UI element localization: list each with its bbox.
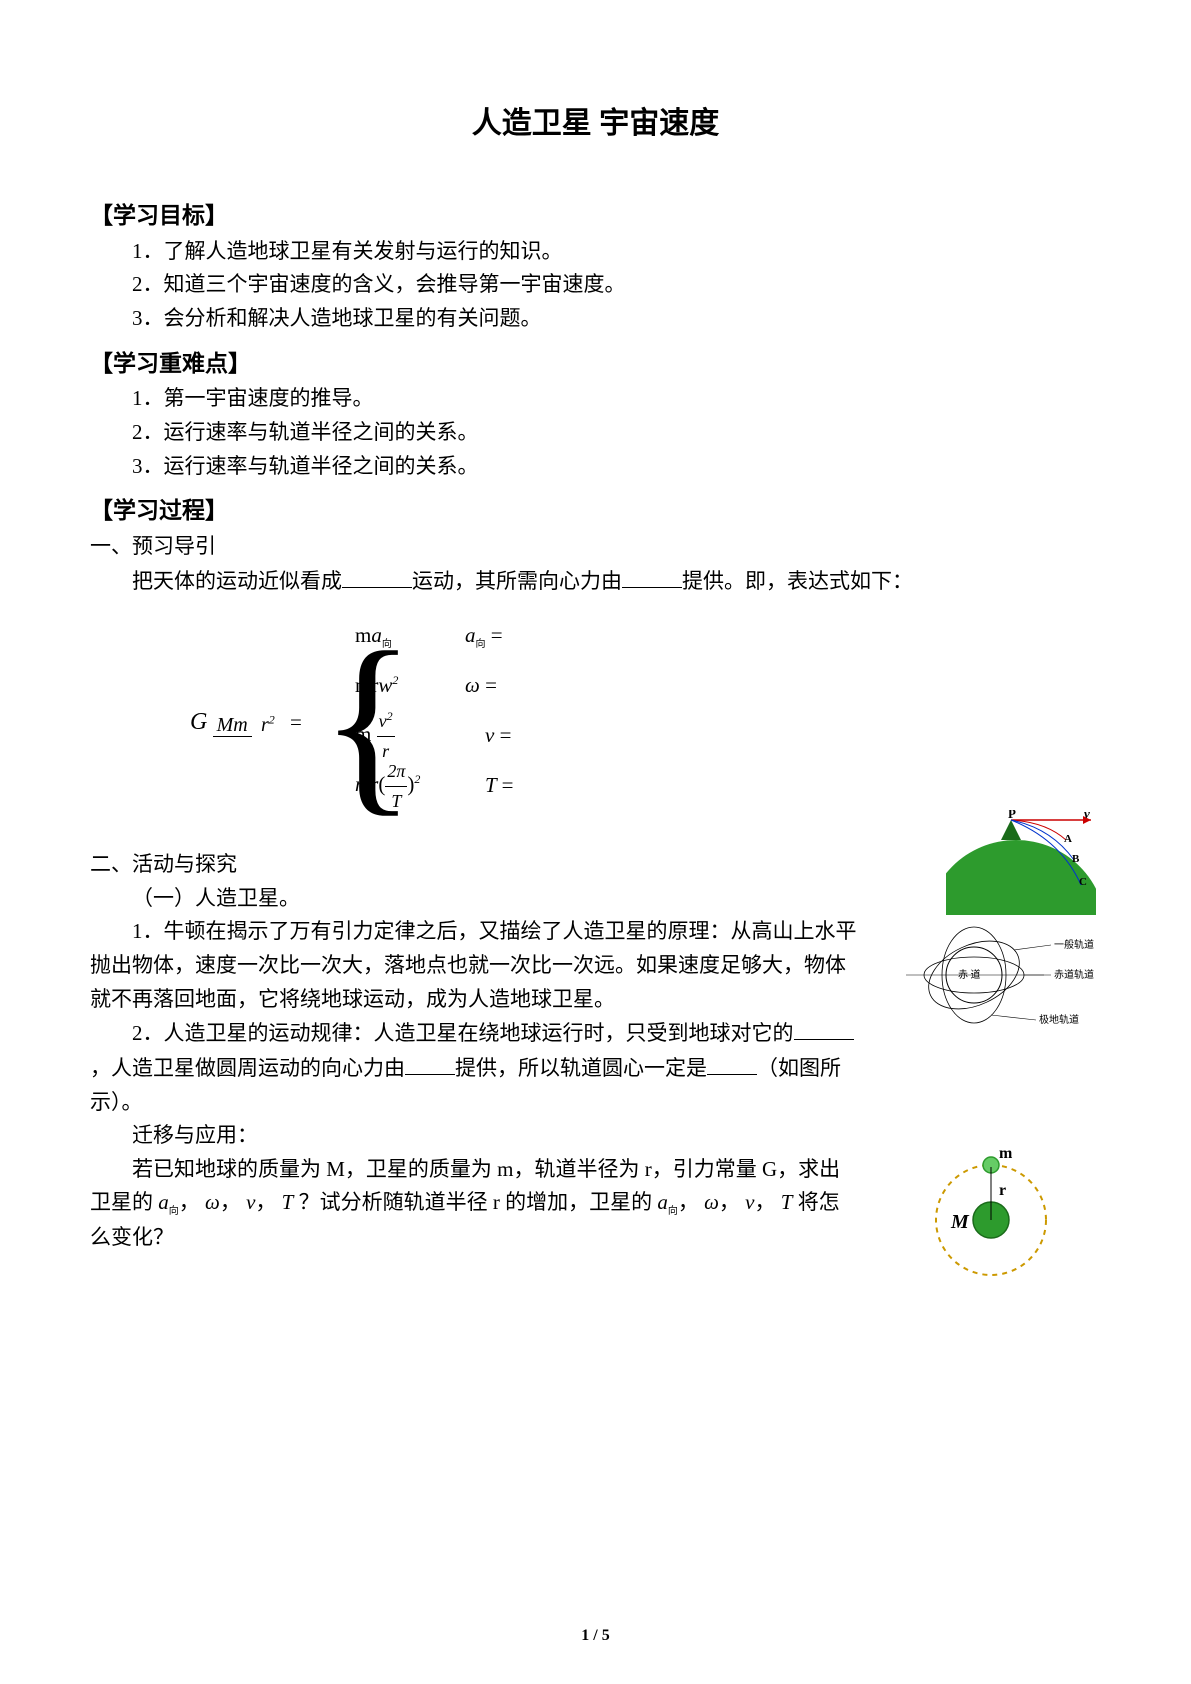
- process-p2: 2．人造卫星的运动规律：人造卫星在绕地球运行时，只受到地球对它的，人造卫星做圆周…: [90, 1016, 860, 1119]
- goals-header: 【【学习目标】学习目标】: [90, 198, 1101, 235]
- process-header: 【学习过程】: [90, 493, 1101, 530]
- process-p1: 1．牛顿在揭示了万有引力定律之后，又描绘了人造卫星的原理：从高山上水平抛出物体，…: [90, 915, 860, 1016]
- fig1-A: A: [1064, 833, 1072, 845]
- fig3-m: m: [999, 1145, 1013, 1162]
- fig3-M: M: [950, 1211, 970, 1233]
- blank-2[interactable]: [622, 564, 682, 588]
- newton-cannon-figure: P v A B C: [946, 810, 1096, 915]
- fig1-B: B: [1072, 853, 1080, 865]
- orbit-diagram: m r M: [921, 1140, 1061, 1280]
- goal-item-1: 1．了解人造地球卫星有关发射与运行的知识。: [132, 235, 1101, 269]
- formula-row-1: ma向 a向 =: [355, 614, 513, 658]
- blank-3[interactable]: [794, 1016, 854, 1040]
- diff-header: 【学习重难点】: [90, 346, 1101, 383]
- fig1-P: P: [1008, 810, 1016, 821]
- fig2-equator: 赤道轨道: [1054, 968, 1094, 981]
- fig2-polar: 极地轨道: [1039, 1013, 1079, 1026]
- formula-rhs: ma向 a向 = mrw2 ω = m v2r v = mr(2πT)2 T =: [355, 608, 513, 814]
- diff-item-3: 3．运行速率与轨道半径之间的关系。: [132, 450, 1101, 484]
- process-sub1: 一、预习导引: [90, 530, 1101, 564]
- blank-4[interactable]: [405, 1051, 455, 1075]
- fig1-C: C: [1079, 876, 1087, 888]
- fig2-equator-inner: 赤 道: [958, 968, 981, 981]
- goal-item-2: 2．知道三个宇宙速度的含义，会推导第一宇宙速度。: [132, 268, 1101, 302]
- formula-row-3: m v2r v =: [355, 714, 513, 758]
- orbit-types-figure: 一般轨道 赤 道 赤道轨道 极地轨道: [896, 920, 1096, 1030]
- formula-row-2: mrw2 ω =: [355, 664, 513, 708]
- fig2-general: 一般轨道: [1054, 938, 1094, 951]
- fig1-v: v: [1084, 810, 1090, 821]
- blank-1[interactable]: [342, 564, 412, 588]
- formula-row-4: mr(2πT)2 T =: [355, 764, 513, 808]
- fig3-r: r: [999, 1182, 1006, 1199]
- process-p3: 迁移与应用：: [132, 1119, 860, 1153]
- diff-item-2: 2．运行速率与轨道半径之间的关系。: [132, 416, 1101, 450]
- process-p4: 若已知地球的质量为 M，卫星的质量为 m，轨道半径为 r，引力常量 G，求出卫星…: [90, 1153, 860, 1254]
- page-number: 1 / 5: [0, 1623, 1191, 1649]
- formula-block: G Mm r2 = { ma向 a向 = mrw2 ω = m v2r v = …: [190, 608, 1101, 838]
- page-title: 人造卫星 宇宙速度: [90, 100, 1101, 148]
- goal-item-3: 3．会分析和解决人造地球卫星的有关问题。: [132, 302, 1101, 336]
- process-t1: 把天体的运动近似看成运动，其所需向心力由提供。即，表达式如下：: [132, 564, 1101, 599]
- diff-item-1: 1．第一宇宙速度的推导。: [132, 382, 1101, 416]
- blank-5[interactable]: [707, 1051, 757, 1075]
- formula-lhs: G Mm r2 =: [190, 703, 302, 741]
